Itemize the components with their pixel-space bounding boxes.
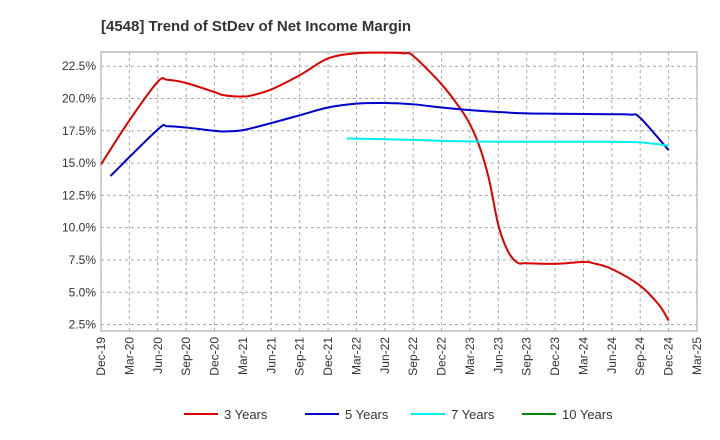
x-tick-label: Sep-22 <box>406 337 420 376</box>
x-tick-label: Jun-24 <box>605 337 619 374</box>
x-tick-label: Dec-24 <box>662 337 676 376</box>
y-tick-label: 12.5% <box>62 188 96 202</box>
x-tick-label: Dec-20 <box>208 337 222 376</box>
y-tick-label: 22.5% <box>62 59 96 73</box>
x-tick-label: Jun-21 <box>264 337 278 374</box>
legend-label-3-years: 3 Years <box>224 407 268 422</box>
x-tick-label: Mar-22 <box>349 337 363 375</box>
x-tick-label: Mar-24 <box>576 337 590 375</box>
legend-label-5-years: 5 Years <box>345 407 389 422</box>
x-tick-label: Sep-20 <box>179 337 193 376</box>
x-axis-tick-labels: Dec-19 Mar-20 Jun-20 Sep-20 Dec-20 Mar-21 Jun-… <box>94 337 704 376</box>
y-tick-label: 17.5% <box>62 124 96 138</box>
x-tick-label: Jun-20 <box>151 337 165 374</box>
y-tick-label: 5.0% <box>69 285 97 299</box>
x-tick-label: Dec-21 <box>321 337 335 376</box>
y-tick-label: 7.5% <box>69 253 97 267</box>
series-line-5-years <box>109 101 670 177</box>
x-tick-label: Mar-23 <box>463 337 477 375</box>
y-tick-label: 2.5% <box>69 318 97 332</box>
series-line-3-years <box>100 51 670 322</box>
x-tick-label: Jun-22 <box>378 337 392 374</box>
series-line-7-years <box>346 137 669 147</box>
x-tick-label: Dec-19 <box>94 337 108 376</box>
x-gridlines <box>100 52 698 331</box>
x-tick-label: Jun-23 <box>491 337 505 374</box>
legend-label-7-years: 7 Years <box>451 407 495 422</box>
x-tick-label: Sep-21 <box>293 337 307 376</box>
plot-area <box>100 51 698 332</box>
legend: 3 Years 5 Years 7 Years 10 Years <box>184 407 613 422</box>
x-tick-label: Sep-24 <box>633 337 647 376</box>
y-tick-label: 15.0% <box>62 156 96 170</box>
y-tick-label: 10.0% <box>62 221 96 235</box>
x-tick-label: Mar-21 <box>236 337 250 375</box>
chart-title: [4548] Trend of StDev of Net Income Marg… <box>101 18 411 35</box>
x-tick-label: Mar-20 <box>122 337 136 375</box>
x-tick-label: Dec-22 <box>435 337 449 376</box>
x-tick-label: Sep-23 <box>520 337 534 376</box>
y-tick-label: 20.0% <box>62 92 96 106</box>
series-lines <box>100 51 670 322</box>
legend-label-10-years: 10 Years <box>562 407 613 422</box>
x-tick-label: Mar-25 <box>690 337 704 375</box>
y-axis-tick-labels: 2.5% 5.0% 7.5% 10.0% 12.5% 15.0% 17.5% 20.0% 22.… <box>62 59 96 331</box>
x-tick-label: Dec-23 <box>548 337 562 376</box>
